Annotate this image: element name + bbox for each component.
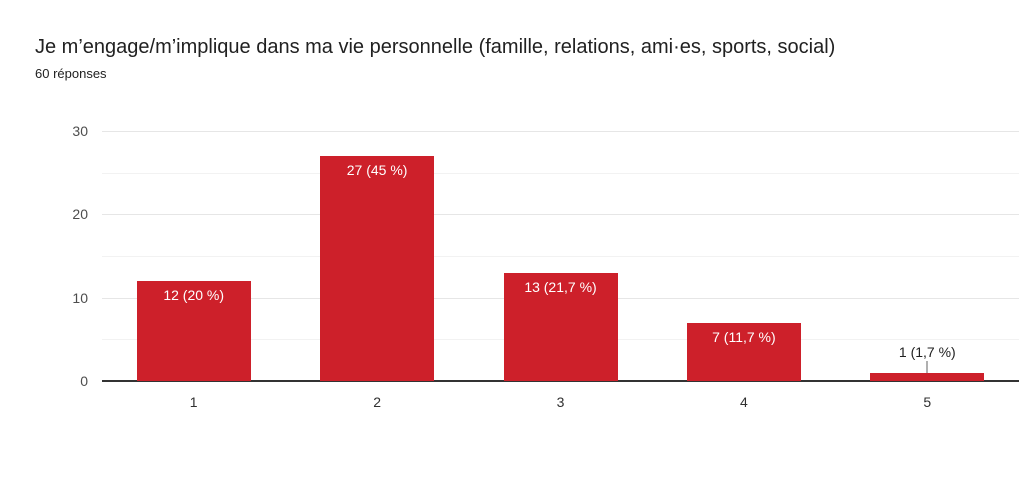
x-tick-label: 4	[739, 394, 748, 410]
bar	[136, 281, 251, 381]
y-tick-label: 20	[72, 206, 88, 223]
bar-value-label: 1 (1,7 %)	[898, 343, 956, 360]
response-count: 60 réponses	[35, 66, 107, 81]
x-tick-label: 2	[373, 394, 381, 410]
bar-value-label: 12 (20 %)	[163, 287, 225, 303]
y-tick-label: 10	[72, 289, 88, 306]
bar	[503, 272, 618, 381]
major-gridline	[102, 214, 1019, 216]
minor-gridline	[102, 256, 1019, 257]
y-tick-label: 0	[80, 373, 88, 389]
minor-gridline	[102, 172, 1019, 174]
bar	[320, 156, 435, 381]
x-tick-label: 5	[923, 394, 932, 410]
bar-value-label: 13 (21,7 %)	[524, 278, 597, 295]
question-title: Je m’engage/m’implique dans ma vie perso…	[35, 36, 836, 58]
bar-value-label: 27 (45 %)	[346, 162, 408, 178]
bar	[686, 322, 801, 381]
y-tick-label: 30	[72, 123, 88, 139]
x-tick-label: 3	[556, 394, 565, 410]
x-tick-label: 1	[189, 394, 198, 410]
label-leader-line	[926, 360, 929, 373]
plot-area: 12 (20 %) 27 (45 %) 13 (21,7 %) 7 (11,7 %) 1…	[102, 131, 1019, 382]
bar-value-label: 7 (11,7 %)	[712, 328, 776, 345]
x-axis-baseline	[102, 380, 1019, 382]
major-gridline	[102, 131, 1019, 132]
bar	[870, 372, 985, 381]
